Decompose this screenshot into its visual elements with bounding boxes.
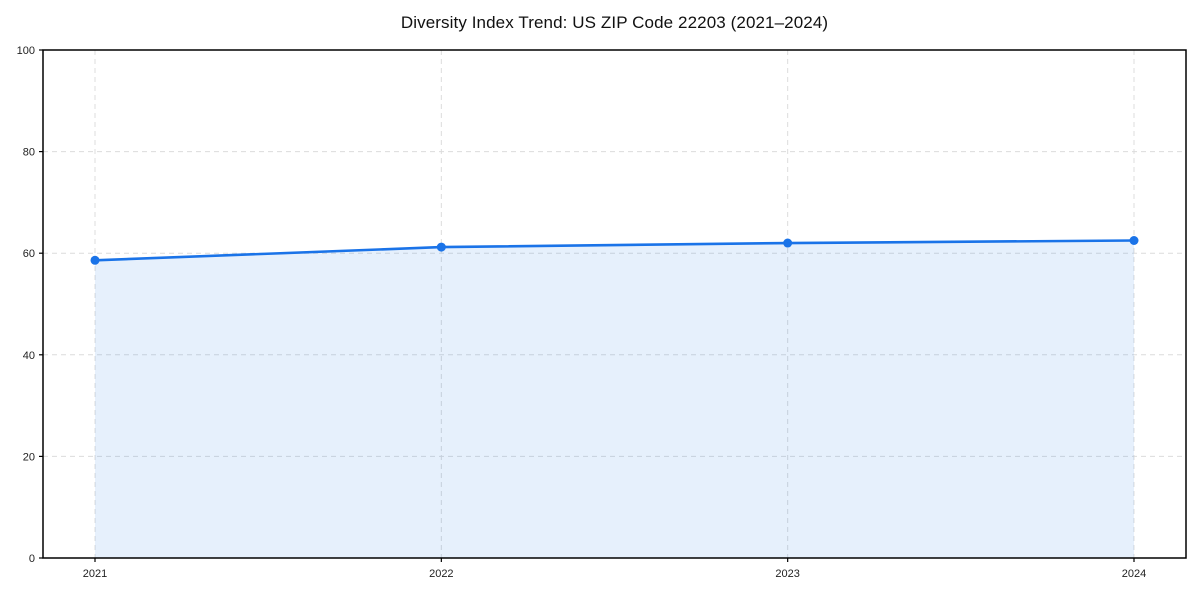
y-tick-label: 20 [23,451,35,463]
y-tick-label: 80 [23,147,35,159]
y-tick-label: 0 [29,553,35,565]
y-tick-label: 100 [17,45,35,57]
x-tick-label: 2024 [1122,568,1146,580]
plot-border [42,49,1187,559]
y-tick-label: 40 [23,350,35,362]
x-tick-label: 2023 [775,568,799,580]
data-point [436,242,446,252]
data-point [1129,236,1139,245]
x-tick-label: 2022 [429,568,453,580]
y-tick-label: 60 [23,248,35,260]
trend-line [93,239,1136,262]
data-point [783,238,793,248]
area-fill [95,240,1134,558]
data-point [90,255,100,265]
chart-title: Diversity Index Trend: US ZIP Code 22203… [400,13,829,32]
x-tick-label: 2021 [83,568,107,580]
